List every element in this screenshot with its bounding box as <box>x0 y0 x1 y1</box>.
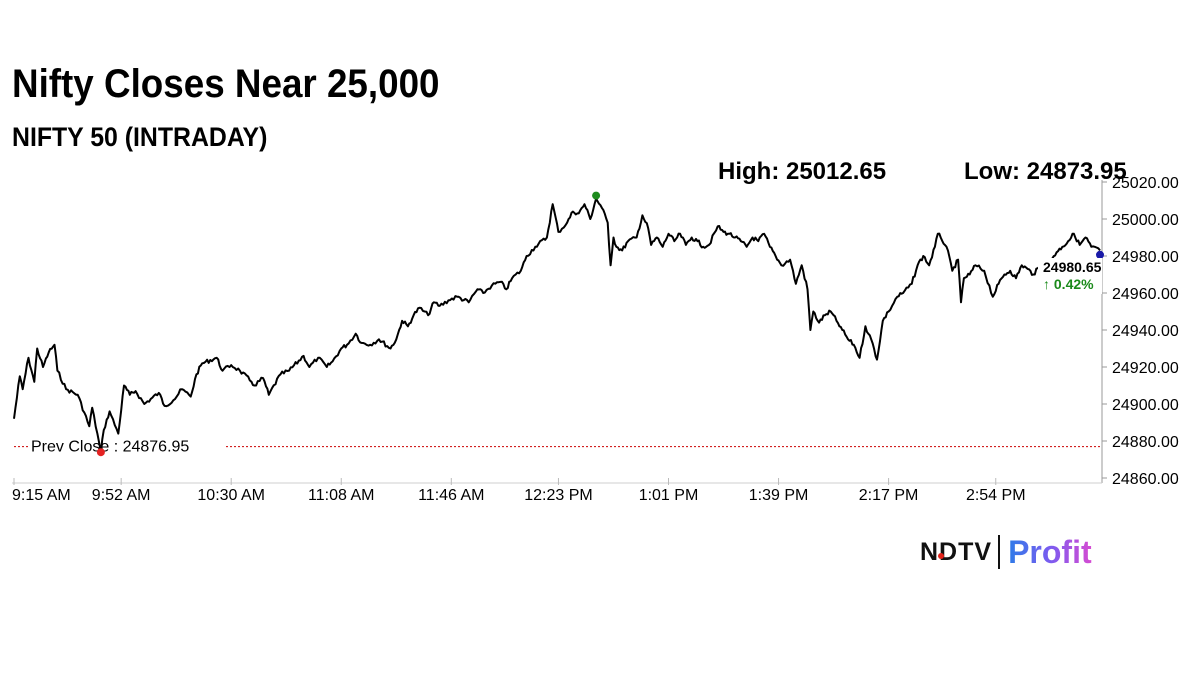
y-tick-label: 24920.00 <box>1112 360 1179 377</box>
x-tick-label: 12:23 PM <box>524 487 592 504</box>
y-tick-label: 24960.00 <box>1112 286 1179 303</box>
close-marker <box>1096 250 1104 259</box>
low-value: Low: 24873.95 <box>964 158 1127 185</box>
low-marker <box>96 448 105 457</box>
last-price-label-background <box>1038 258 1102 294</box>
y-tick-label: 24980.00 <box>1112 249 1179 266</box>
last-price-change: ↑ 0.42% <box>1043 276 1094 292</box>
ndtv-red-dot <box>938 552 944 559</box>
high-marker <box>592 191 601 200</box>
high-value: High: 25012.65 <box>718 158 887 185</box>
x-tick-label: 9:52 AM <box>92 487 151 504</box>
y-tick-label: 24900.00 <box>1112 397 1179 414</box>
x-tick-label: 2:54 PM <box>966 487 1026 504</box>
price-series-line <box>13 197 1101 454</box>
x-tick-label: 9:15 AM <box>12 487 71 504</box>
point-markers <box>96 191 1104 457</box>
page-title: Nifty Closes Near 25,000 <box>12 62 440 106</box>
ndtv-profit-logo: NDTV Profit <box>920 532 1092 572</box>
y-tick-label: 24940.00 <box>1112 323 1179 340</box>
y-tick-label: 25020.00 <box>1112 175 1179 192</box>
prev-close-group: Prev Close : 24876.95 <box>14 436 1100 457</box>
last-price-value: 24980.65 <box>1043 259 1102 275</box>
chart-subtitle: NIFTY 50 (INTRADAY) <box>12 122 268 152</box>
x-tick-label: 2:17 PM <box>859 487 919 504</box>
ndtv-wordmark: NDTV <box>920 537 993 566</box>
y-tick-label: 25000.00 <box>1112 212 1179 229</box>
x-tick-label: 10:30 AM <box>197 487 265 504</box>
x-tick-labels: 9:15 AM 9:52 AM 10:30 AM 11:08 AM 11:46 AM 12… <box>12 478 1026 504</box>
x-tick-label: 1:01 PM <box>639 487 699 504</box>
profit-wordmark: Profit <box>1008 533 1092 570</box>
prev-close-label-background <box>28 436 224 457</box>
logo-separator <box>998 535 1001 569</box>
prev-close-label: Prev Close : 24876.95 <box>31 439 189 456</box>
y-tick-label: 24860.00 <box>1112 471 1179 488</box>
x-tick-label: 1:39 PM <box>749 487 809 504</box>
x-tick-label: 11:08 AM <box>308 487 374 504</box>
y-tick-labels: 24860.00 24880.00 24900.00 24920.00 24940.00… <box>1102 175 1179 488</box>
y-tick-label: 24880.00 <box>1112 434 1179 451</box>
chart-axes <box>12 180 1103 484</box>
x-tick-label: 11:46 AM <box>418 487 484 504</box>
last-price-label: 24980.65 ↑ 0.42% <box>1038 258 1102 294</box>
